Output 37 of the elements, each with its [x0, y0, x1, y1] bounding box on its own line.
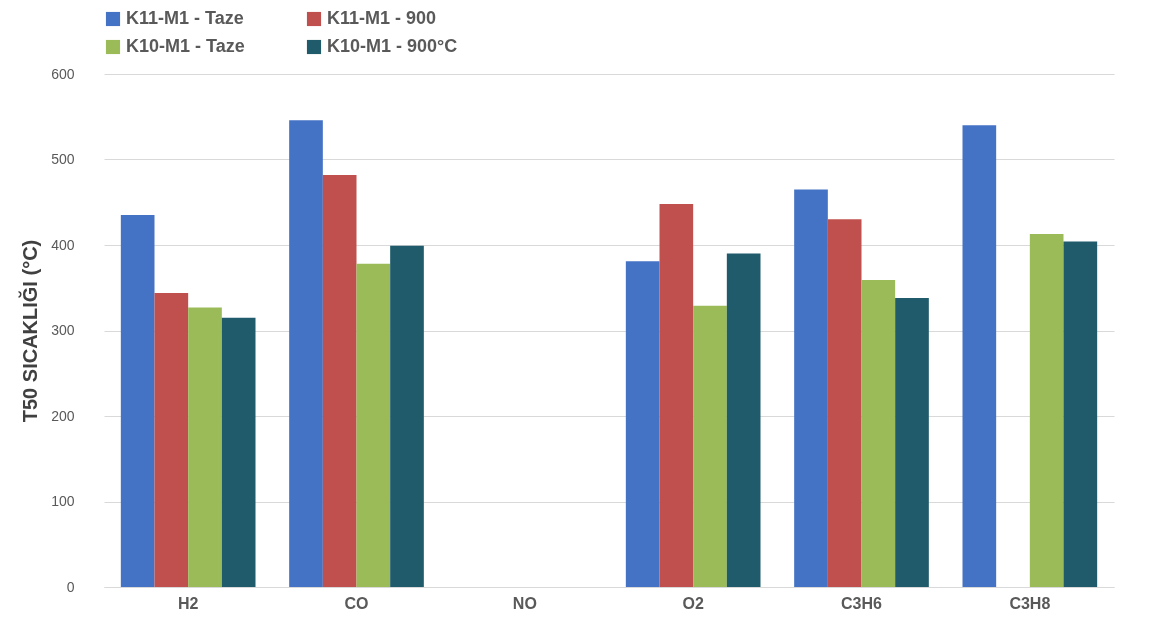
x-tick-label: CO: [344, 594, 369, 612]
x-tick-label: C3H8: [1009, 594, 1051, 612]
y-tick-label: 400: [51, 236, 75, 253]
bar: [659, 203, 694, 587]
bar: [188, 307, 222, 587]
legend-label: K10-M1 - Taze: [126, 36, 245, 56]
bar: [322, 174, 357, 587]
bar: [794, 189, 828, 587]
legend-label: K11-M1 - 900: [327, 8, 437, 28]
bar: [289, 120, 323, 587]
y-tick-label: 300: [51, 322, 75, 338]
bar: [154, 292, 189, 587]
y-tick-label: 100: [51, 493, 75, 509]
bar: [1029, 233, 1064, 587]
y-tick-label: 0: [66, 578, 75, 595]
y-tick-label: 600: [51, 65, 75, 82]
bar: [962, 125, 997, 587]
legend-label: K11-M1 - Taze: [126, 8, 244, 28]
y-tick-label: 500: [51, 151, 75, 167]
x-tick-label: NO: [512, 594, 537, 612]
x-tick-label: H2: [177, 594, 199, 612]
bar: [1063, 241, 1098, 587]
bar: [861, 280, 896, 587]
bar: [693, 305, 727, 587]
bar: [221, 317, 256, 587]
bar: [827, 219, 862, 587]
bar: [726, 253, 761, 587]
bar: [356, 263, 391, 587]
bar: [390, 245, 424, 587]
x-tick-label: O2: [682, 594, 704, 612]
x-tick-label: C3H6: [841, 594, 883, 612]
bar: [625, 261, 660, 587]
bar: [895, 298, 929, 587]
y-axis-title: T50 SICAKLIĞI (°C): [18, 239, 42, 423]
y-tick-label: 200: [51, 407, 75, 424]
legend-label: K10-M1 - 900°C: [327, 36, 458, 56]
bar: [120, 215, 155, 587]
